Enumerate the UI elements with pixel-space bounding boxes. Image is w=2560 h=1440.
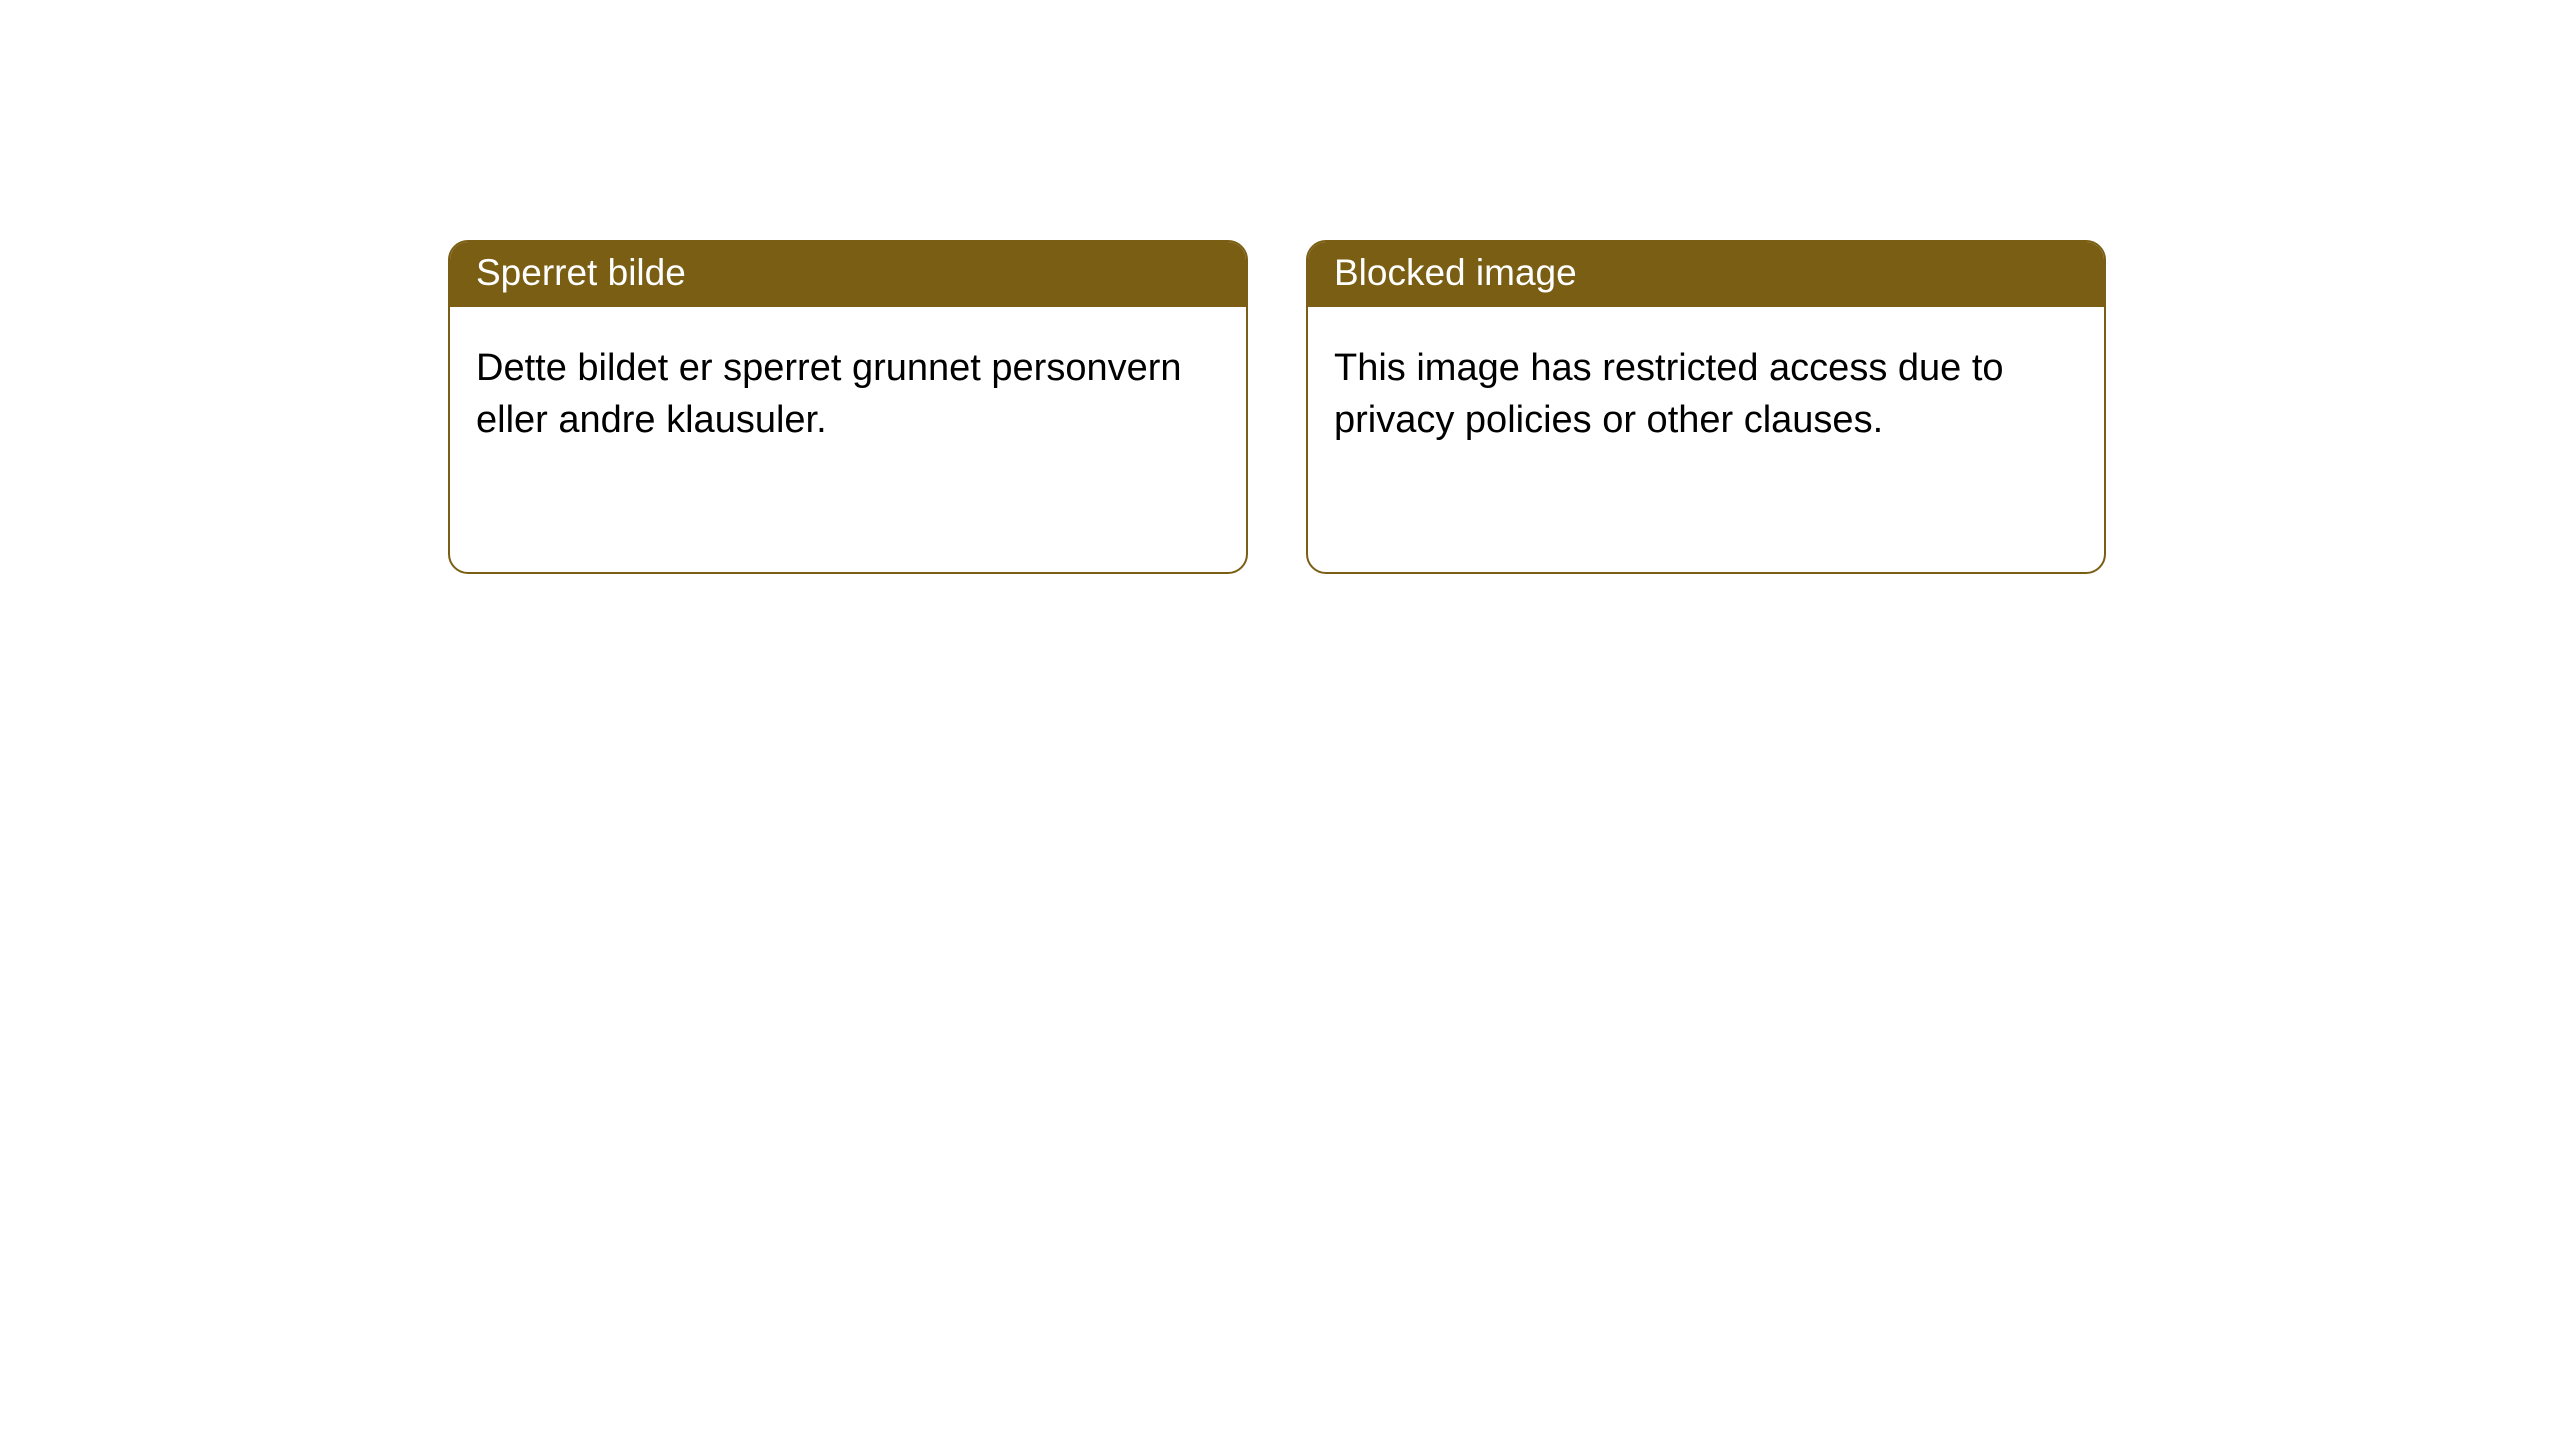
notice-body-text: Dette bildet er sperret grunnet personve… [476,347,1182,440]
notice-card-english: Blocked image This image has restricted … [1306,240,2106,574]
notice-card-body: This image has restricted access due to … [1308,307,2104,472]
notice-title: Blocked image [1334,252,1577,293]
notice-title: Sperret bilde [476,252,686,293]
notice-card-norwegian: Sperret bilde Dette bildet er sperret gr… [448,240,1248,574]
notice-card-body: Dette bildet er sperret grunnet personve… [450,307,1246,472]
notice-container: Sperret bilde Dette bildet er sperret gr… [0,0,2560,574]
notice-card-header: Sperret bilde [450,242,1246,307]
notice-body-text: This image has restricted access due to … [1334,347,2004,440]
notice-card-header: Blocked image [1308,242,2104,307]
